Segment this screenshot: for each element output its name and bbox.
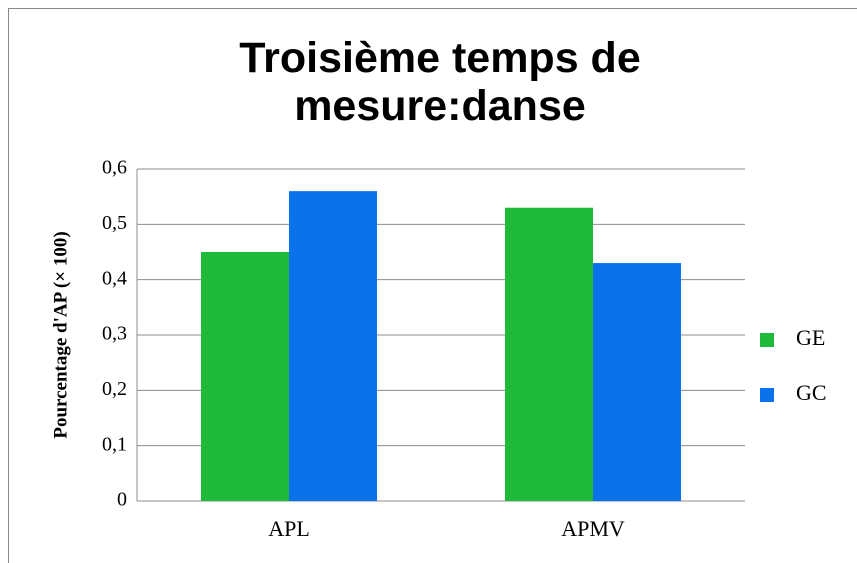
legend-swatch xyxy=(760,333,774,347)
y-tick-label: 0,5 xyxy=(102,212,127,234)
x-tick-label: APL xyxy=(268,516,310,541)
legend-label: GC xyxy=(796,380,827,405)
bar xyxy=(505,207,593,501)
bar xyxy=(201,252,289,501)
y-axis-label: Pourcentage d'AP (× 100) xyxy=(50,231,71,438)
bar xyxy=(593,263,681,501)
legend-label: GE xyxy=(796,325,825,350)
y-tick-label: 0,2 xyxy=(102,378,127,400)
y-tick-label: 0,1 xyxy=(102,433,127,455)
y-tick-label: 0,6 xyxy=(102,157,127,179)
chart-border xyxy=(8,8,857,563)
x-tick-label: APMV xyxy=(561,516,625,541)
chart-title: Troisième temps de mesure:danse xyxy=(239,34,641,130)
legend-swatch xyxy=(760,388,774,402)
y-tick-label: 0,4 xyxy=(102,267,127,289)
y-tick-label: 0 xyxy=(117,489,127,511)
y-tick-label: 0,3 xyxy=(102,323,127,345)
bar xyxy=(289,191,377,501)
